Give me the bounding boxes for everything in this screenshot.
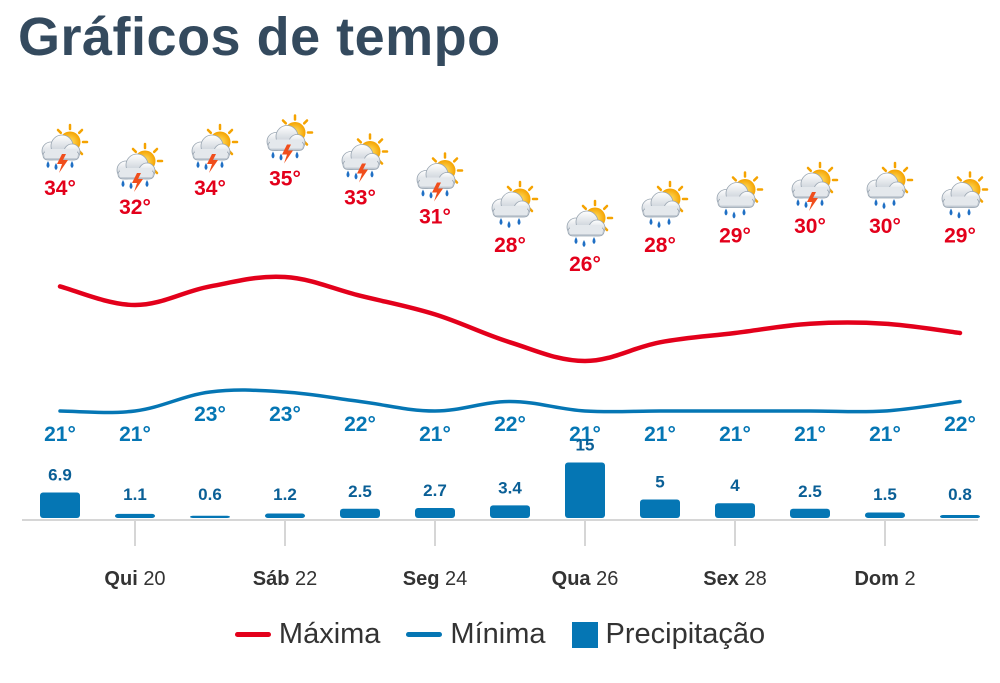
- legend-label-precip: Precipitação: [605, 618, 766, 650]
- precipitation-bar: [265, 513, 305, 518]
- legend-item-min[interactable]: Mínima: [406, 618, 546, 651]
- x-tick-label: Sex 28: [703, 568, 766, 590]
- thunder-rain-icon: [791, 161, 839, 211]
- thunder-rain-icon: [266, 114, 314, 164]
- x-tick-label: Sáb 22: [253, 568, 318, 590]
- max-temperature-label: 30°: [794, 215, 826, 238]
- sun-rain-icon: [566, 199, 614, 247]
- precipitation-label: 0.8: [948, 485, 972, 504]
- precipitation-bar: [40, 492, 80, 518]
- min-temperature-label: 21°: [644, 423, 676, 446]
- min-temperature-label: 21°: [569, 423, 601, 446]
- min-temperature-label: 21°: [869, 423, 901, 446]
- legend-item-max[interactable]: Máxima: [234, 618, 381, 651]
- sun-rain-icon: [491, 180, 539, 228]
- sun-rain-icon: [866, 161, 914, 209]
- legend-label-max: Máxima: [278, 618, 381, 650]
- min-temperature-label: 23°: [269, 403, 301, 426]
- max-temperature-label: 29°: [719, 225, 751, 248]
- legend: Máxima Mínima Precipitação: [0, 618, 1000, 651]
- precipitation-bar: [715, 503, 755, 518]
- precipitation-label: 3.4: [498, 478, 522, 497]
- precipitation-label: 6.9: [48, 465, 72, 484]
- precipitation-bar: [865, 512, 905, 518]
- precipitation-bar: [490, 505, 530, 518]
- min-temperature-label: 21°: [119, 423, 151, 446]
- min-temperature-label: 21°: [794, 423, 826, 446]
- thunder-rain-icon: [41, 123, 89, 173]
- max-temperature-label: 31°: [419, 206, 451, 229]
- min-temperature-label: 22°: [494, 413, 526, 436]
- min-temperature-label: 23°: [194, 403, 226, 426]
- precipitation-label: 15: [576, 436, 595, 455]
- precipitation-label: 5: [655, 473, 664, 492]
- precipitation-bar: [115, 513, 155, 518]
- min-temperature-label: 21°: [419, 423, 451, 446]
- legend-swatch-min: [406, 632, 443, 637]
- precipitation-bar: [415, 508, 455, 518]
- precipitation-label: 2.5: [348, 482, 372, 501]
- legend-label-min: Mínima: [450, 618, 546, 650]
- min-temperature-label: 22°: [344, 413, 376, 436]
- precipitation-label: 1.1: [123, 485, 147, 504]
- thunder-rain-icon: [416, 152, 464, 202]
- precipitation-bar: [940, 515, 980, 518]
- min-temperature-line: [58, 388, 962, 415]
- precipitation-label: 0.6: [198, 485, 222, 504]
- precipitation-bar: [340, 508, 380, 518]
- max-temperature-label: 30°: [869, 215, 901, 238]
- x-tick-label: Qui 20: [104, 568, 165, 590]
- sun-rain-icon: [941, 171, 989, 219]
- max-temperature-label: 34°: [44, 177, 76, 200]
- page-title: Gráficos de tempo: [18, 7, 501, 67]
- x-tick-label: Seg 24: [403, 568, 468, 590]
- max-temperature-label: 34°: [194, 177, 226, 200]
- legend-swatch-precip: [571, 621, 598, 648]
- precipitation-label: 4: [730, 476, 740, 495]
- max-temperature-label: 32°: [119, 196, 151, 219]
- min-temperature-label: 21°: [44, 423, 76, 446]
- max-temperature-label: 26°: [569, 253, 601, 276]
- precipitation-bar: [190, 515, 230, 518]
- precipitation-label: 1.2: [273, 485, 297, 504]
- x-tick-label: Dom 2: [854, 568, 915, 590]
- precipitation-label: 2.7: [423, 481, 447, 500]
- precipitation-bar: [640, 499, 680, 518]
- thunder-rain-icon: [341, 133, 389, 183]
- max-temperature-line: [57, 274, 963, 364]
- max-temperature-label: 33°: [344, 187, 376, 210]
- thunder-rain-icon: [191, 123, 239, 173]
- max-temperature-label: 28°: [644, 234, 676, 257]
- legend-swatch-max: [234, 632, 271, 637]
- max-temperature-label: 28°: [494, 234, 526, 257]
- max-temperature-label: 29°: [944, 225, 976, 248]
- max-temperature-label: 35°: [269, 168, 301, 191]
- precipitation-bar: [790, 508, 830, 518]
- sun-rain-icon: [716, 171, 764, 219]
- x-tick-label: Qua 26: [552, 568, 619, 590]
- min-temperature-label: 21°: [719, 423, 751, 446]
- thunder-rain-icon: [116, 142, 164, 192]
- precipitation-label: 2.5: [798, 482, 822, 501]
- min-temperature-label: 22°: [944, 413, 976, 436]
- precipitation-bar: [565, 462, 605, 518]
- precipitation-label: 1.5: [873, 485, 897, 504]
- sun-rain-icon: [641, 180, 689, 228]
- legend-item-precip[interactable]: Precipitação: [571, 618, 766, 651]
